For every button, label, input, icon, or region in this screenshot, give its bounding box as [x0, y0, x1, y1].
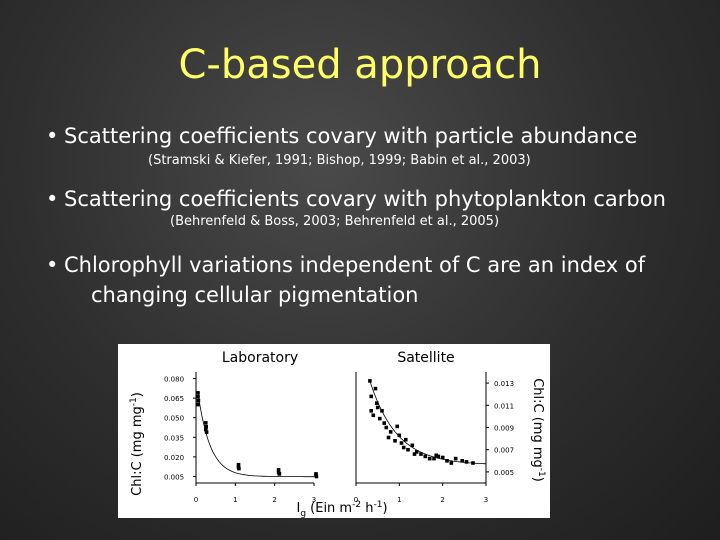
y-tick-label: 0.035: [164, 434, 184, 442]
bullet-reference: (Behrenfeld & Boss, 2003; Behrenfeld et …: [170, 214, 500, 229]
data-point: [375, 405, 380, 410]
bullet-text-continued: changing cellular pigmentation: [91, 283, 419, 307]
x-tick-label: 3: [484, 496, 488, 504]
data-point: [204, 430, 209, 434]
y-tick-label: 0.011: [494, 402, 514, 410]
fit-curve-laboratory: [197, 392, 314, 478]
bullet-reference: (Stramski & Kiefer, 1991; Bishop, 1999; …: [148, 153, 531, 168]
bullet-symbol: •: [46, 124, 59, 148]
data-point: [432, 456, 436, 461]
data-point: [204, 421, 208, 425]
panel-title-satellite: Satellite: [397, 350, 454, 366]
data-point: [204, 425, 208, 429]
data-point: [423, 454, 428, 459]
data-point: [404, 437, 408, 442]
data-point: [388, 430, 393, 434]
fit-curve-satellite: [369, 380, 487, 465]
x-tick-label: 3: [312, 496, 316, 504]
y-tick-label: 0.005: [164, 473, 184, 481]
y-tick-label: 0.007: [494, 447, 514, 455]
data-point: [397, 433, 402, 438]
panel-title-laboratory: Laboratory: [222, 350, 298, 366]
bullet-item: • Scattering coefficients covary with par…: [46, 124, 637, 148]
x-axis-label: Ig (Ein m-2 h-1): [296, 500, 387, 518]
plot-panel-satellite: 0 1 2 3 0.005 0.007 0.009 0.011 0.013: [354, 372, 514, 504]
data-point: [406, 447, 410, 452]
data-point: [382, 421, 386, 425]
data-point: [373, 386, 378, 391]
x-tick-label: 1: [397, 496, 401, 504]
data-point: [277, 472, 282, 476]
y-tick-label: 0.013: [494, 380, 514, 388]
plot-panel-laboratory: 0 1 2 3 0.005 0.020 0.035 0.050 0.065 0.080: [164, 372, 319, 504]
y-tick-label: 0.080: [164, 376, 184, 384]
data-point: [412, 452, 417, 456]
x-tick-label: 0: [194, 496, 198, 504]
scatter-figure-svg: Laboratory Satellite Chl:C (mg mg-1) Chl…: [129, 350, 546, 518]
y-axis-label-right: Chl:C (mg mg-1): [530, 378, 546, 482]
data-point: [464, 460, 469, 464]
data-point: [196, 395, 200, 399]
data-point: [196, 398, 201, 403]
data-point: [440, 455, 445, 460]
y-axis-label-left: Chl:C (mg mg-1): [129, 392, 145, 496]
data-point: [276, 468, 281, 472]
data-point: [204, 427, 208, 432]
y-tick-label: 0.050: [164, 415, 184, 423]
bullet-item: • Chlorophyll variations independent of C…: [46, 250, 696, 310]
data-point: [399, 441, 404, 445]
y-tick-label: 0.009: [494, 425, 514, 433]
data-point: [196, 391, 200, 395]
bullet-symbol: •: [46, 253, 59, 277]
data-point: [380, 409, 384, 413]
data-point: [378, 416, 382, 421]
data-point: [314, 474, 319, 479]
data-point: [410, 443, 415, 448]
data-point: [414, 450, 419, 454]
data-point: [196, 402, 200, 407]
data-point: [371, 413, 376, 418]
data-point: [236, 462, 241, 467]
data-point: [460, 459, 464, 463]
x-tick-label: 1: [233, 496, 237, 504]
data-point: [445, 459, 449, 463]
data-point: [368, 379, 372, 383]
x-tick-label: 2: [272, 496, 276, 504]
data-point: [386, 435, 391, 440]
data-point: [434, 453, 438, 458]
bullet-text: Scattering coefficients covary with part…: [64, 124, 638, 148]
scatter-figure: Laboratory Satellite Chl:C (mg mg-1) Chl…: [118, 344, 550, 518]
data-point: [453, 456, 458, 461]
data-point: [471, 461, 475, 465]
data-point: [436, 454, 441, 459]
data-point: [419, 452, 423, 456]
y-tick-label: 0.005: [494, 469, 514, 477]
data-point: [369, 394, 373, 399]
y-tick-label: 0.020: [164, 454, 184, 462]
data-point: [449, 461, 454, 465]
bullet-symbol: •: [46, 187, 59, 211]
y-tick-label: 0.065: [164, 395, 184, 403]
data-point: [401, 445, 406, 450]
data-point: [395, 424, 399, 429]
x-tick-label: 0: [354, 496, 358, 504]
data-point: [237, 466, 241, 471]
bullet-text: Chlorophyll variations independent of C …: [64, 253, 646, 277]
data-point: [393, 439, 397, 443]
data-point: [369, 409, 373, 413]
bullet-text: Scattering coefficients covary with phyt…: [64, 187, 666, 211]
x-tick-label: 2: [440, 496, 444, 504]
data-point: [427, 456, 432, 461]
slide-title: C-based approach: [178, 42, 542, 88]
data-point: [375, 401, 379, 405]
data-point: [384, 425, 389, 430]
bullet-item: • Scattering coefficients covary with phy…: [46, 187, 666, 211]
